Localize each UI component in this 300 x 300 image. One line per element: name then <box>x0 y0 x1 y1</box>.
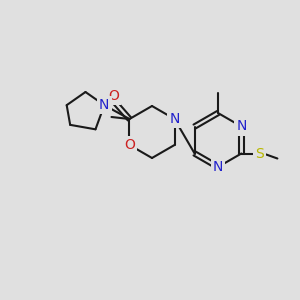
Text: S: S <box>255 146 264 161</box>
Text: O: O <box>124 138 135 152</box>
Text: N: N <box>213 160 223 174</box>
Text: N: N <box>236 119 247 134</box>
Text: N: N <box>99 98 110 112</box>
Text: N: N <box>169 112 180 126</box>
Text: O: O <box>108 89 119 103</box>
